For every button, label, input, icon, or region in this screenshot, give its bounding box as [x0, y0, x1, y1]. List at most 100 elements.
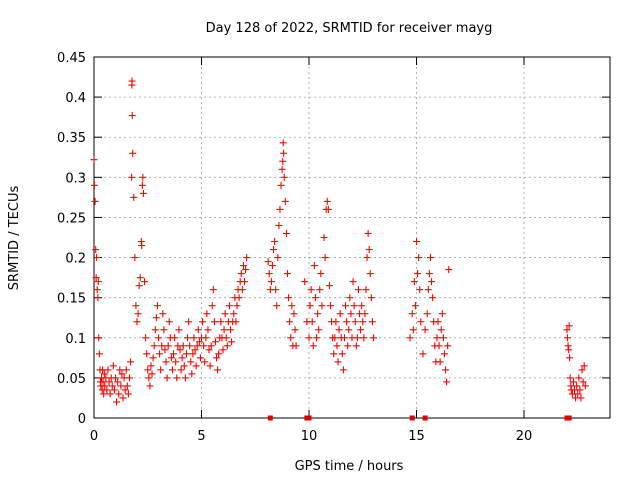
data-point	[437, 326, 445, 334]
y-tick-label: 0.2	[65, 252, 86, 267]
data-point	[444, 342, 452, 350]
data-point	[206, 362, 214, 370]
data-point	[351, 318, 359, 326]
y-tick-label: 0.35	[57, 131, 86, 146]
data-point	[138, 181, 146, 189]
data-point	[232, 318, 240, 326]
data-point	[362, 286, 370, 294]
data-point	[311, 294, 319, 302]
data-point	[284, 270, 291, 278]
data-point	[264, 258, 272, 266]
data-point	[186, 342, 194, 350]
data-point	[92, 246, 100, 254]
data-point	[122, 366, 130, 374]
data-point	[576, 386, 584, 394]
data-point	[241, 278, 248, 286]
data-point	[94, 278, 102, 286]
data-point	[205, 346, 213, 354]
data-point	[343, 318, 351, 326]
x-tick-label: 20	[516, 429, 533, 444]
y-tick-label: 0.05	[57, 372, 86, 387]
data-point	[368, 318, 376, 326]
data-point	[114, 378, 122, 386]
data-point	[361, 310, 369, 318]
data-point	[265, 270, 273, 278]
data-point	[168, 366, 176, 374]
data-point	[436, 358, 444, 366]
data-point	[109, 362, 117, 370]
data-point	[305, 334, 313, 342]
zero-marker	[422, 415, 428, 421]
data-point	[103, 386, 111, 394]
data-point	[413, 238, 420, 246]
data-point	[321, 254, 329, 262]
x-tick-label: 0	[90, 429, 98, 444]
data-point	[175, 326, 183, 334]
data-point	[331, 334, 339, 342]
data-point	[182, 350, 190, 358]
data-point	[345, 326, 353, 334]
y-axis-label: SRMTID / TECUs	[7, 186, 22, 291]
data-point	[424, 286, 432, 294]
data-point	[579, 378, 587, 386]
data-point	[177, 366, 185, 374]
data-point	[314, 310, 322, 318]
data-point	[161, 346, 169, 354]
data-point	[180, 362, 188, 370]
data-point	[115, 390, 123, 398]
data-point	[569, 378, 577, 386]
data-point	[95, 350, 103, 358]
data-point	[442, 366, 450, 374]
data-point	[100, 370, 108, 378]
data-point	[104, 366, 112, 374]
y-tick-labels: 0 0.05 0.1 0.15 0.2 0.25 0.3 0.35 0.4 0.45	[57, 51, 86, 427]
data-point	[200, 342, 208, 350]
data-point	[227, 326, 235, 334]
data-point	[364, 229, 372, 237]
data-point	[287, 334, 295, 342]
data-point	[310, 262, 318, 270]
data-point	[235, 294, 243, 302]
data-point	[93, 254, 101, 262]
data-point	[189, 350, 197, 358]
data-point	[332, 318, 340, 326]
data-point	[124, 390, 132, 398]
data-point	[421, 326, 429, 334]
data-point	[153, 302, 161, 310]
data-point	[278, 165, 286, 173]
y-tick-label: 0.15	[57, 292, 86, 307]
data-point	[320, 234, 328, 241]
data-point	[301, 278, 309, 286]
data-point	[288, 302, 296, 310]
x-tick-label: 15	[408, 429, 425, 444]
data-point	[217, 318, 225, 326]
y-tick-label: 0.4	[65, 91, 86, 106]
data-point	[350, 302, 358, 310]
data-point	[367, 294, 375, 302]
data-point	[148, 370, 156, 378]
data-point	[181, 374, 189, 382]
data-point	[573, 382, 581, 390]
data-point	[409, 326, 417, 334]
data-point	[344, 342, 352, 350]
data-point	[179, 342, 187, 350]
data-point	[279, 157, 287, 165]
y-tick-label: 0	[78, 412, 86, 427]
y-tick-label: 0.3	[65, 171, 86, 186]
data-point	[439, 334, 447, 342]
data-point	[438, 310, 446, 318]
data-point	[119, 394, 127, 402]
data-point	[178, 354, 186, 362]
y-tick-label: 0.45	[57, 51, 86, 66]
data-point	[429, 294, 437, 302]
data-point	[443, 378, 451, 386]
data-point	[363, 254, 371, 262]
data-point	[219, 346, 227, 354]
data-point	[208, 302, 216, 310]
data-point	[338, 350, 346, 358]
data-point	[239, 262, 247, 270]
data-point	[93, 286, 101, 294]
data-point	[357, 326, 365, 334]
data-point	[280, 149, 288, 157]
data-point	[440, 350, 448, 358]
